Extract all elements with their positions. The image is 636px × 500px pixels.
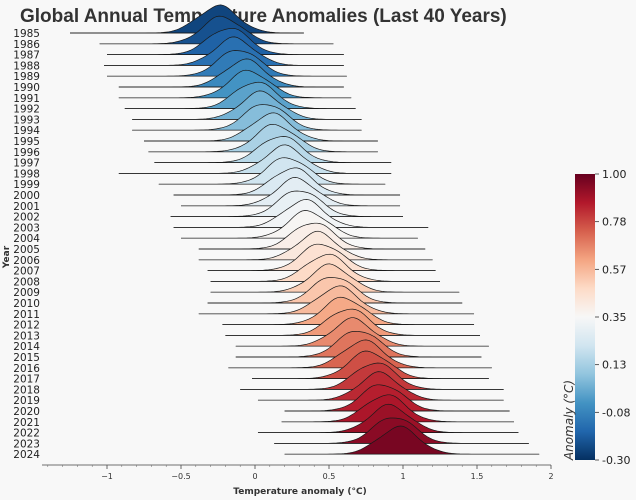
year-label: 2024 xyxy=(13,449,40,461)
year-label: 2013 xyxy=(13,330,40,342)
year-label: 2000 xyxy=(13,190,40,202)
ridges-group xyxy=(70,4,540,455)
year-label: 1989 xyxy=(13,71,40,83)
year-label: 2016 xyxy=(13,363,40,375)
year-label: 2007 xyxy=(13,266,40,278)
year-label: 1988 xyxy=(13,60,40,72)
x-tick-label: 0.5 xyxy=(323,472,336,481)
year-label: 1991 xyxy=(13,93,40,105)
year-label: 2020 xyxy=(13,406,40,418)
colorbar xyxy=(575,174,595,460)
colorbar-tick-label: -0.08 xyxy=(602,406,630,419)
year-label: 2012 xyxy=(13,320,40,332)
year-label: 2023 xyxy=(13,438,40,450)
year-label: 2015 xyxy=(13,352,40,364)
year-label: 1990 xyxy=(13,82,40,94)
year-label: 2003 xyxy=(13,222,40,234)
x-tick-label: 1.5 xyxy=(471,472,484,481)
year-label: 2022 xyxy=(13,428,40,440)
y-axis-label: Year xyxy=(2,245,12,269)
x-tick-label: −0.5 xyxy=(171,472,190,481)
year-label: 1998 xyxy=(13,168,40,180)
year-label: 1992 xyxy=(13,104,40,116)
colorbar-label: Anomaly (°C) xyxy=(562,380,576,461)
year-label: 2018 xyxy=(13,384,40,396)
year-label: 2002 xyxy=(13,212,40,224)
colorbar-tick-label: 1.00 xyxy=(602,168,627,181)
year-label: 1997 xyxy=(13,158,40,170)
year-label: 2010 xyxy=(13,298,40,310)
colorbar-tick-label: 0.13 xyxy=(602,359,627,372)
x-tick-labels: −1 −0.5 0 0.5 1 1.5 2 xyxy=(47,465,554,481)
x-tick-label: 0 xyxy=(252,472,257,481)
year-label: 1986 xyxy=(13,39,40,51)
year-label: 2001 xyxy=(13,201,40,213)
year-label: 2006 xyxy=(13,255,40,267)
colorbar-tick-label: 0.35 xyxy=(602,311,627,324)
year-tick-labels: 1985198619871988198919901991199219931994… xyxy=(13,28,40,461)
year-label: 2011 xyxy=(13,309,40,321)
colorbar-tick-labels: 1.00 0.78 0.57 0.35 0.13 -0.08 -0.30 xyxy=(595,168,630,467)
year-label: 1994 xyxy=(13,125,40,137)
year-label: 2009 xyxy=(13,287,40,299)
year-label: 1985 xyxy=(13,28,40,40)
year-label: 1999 xyxy=(13,179,40,191)
year-label: 2019 xyxy=(13,395,40,407)
x-axis-label: Temperature anomaly (°C) xyxy=(233,487,366,497)
x-tick-label: 1 xyxy=(400,472,405,481)
year-label: 1987 xyxy=(13,50,40,62)
year-label: 2017 xyxy=(13,374,40,386)
year-label: 2004 xyxy=(13,233,40,245)
chart-title: Global Annual Temperature Anomalies (Las… xyxy=(20,6,507,27)
year-label: 2008 xyxy=(13,276,40,288)
year-label: 2021 xyxy=(13,417,40,429)
x-tick-label: −1 xyxy=(101,472,113,481)
year-label: 1995 xyxy=(13,136,40,148)
year-label: 1993 xyxy=(13,114,40,126)
colorbar-tick-label: -0.30 xyxy=(602,454,630,467)
colorbar-tick-label: 0.78 xyxy=(602,216,627,229)
x-tick-label: 2 xyxy=(548,472,553,481)
year-label: 2005 xyxy=(13,244,40,256)
colorbar-tick-label: 0.57 xyxy=(602,263,627,276)
colorbar-gradient xyxy=(575,174,595,460)
year-label: 2014 xyxy=(13,341,40,353)
year-label: 1996 xyxy=(13,147,40,159)
